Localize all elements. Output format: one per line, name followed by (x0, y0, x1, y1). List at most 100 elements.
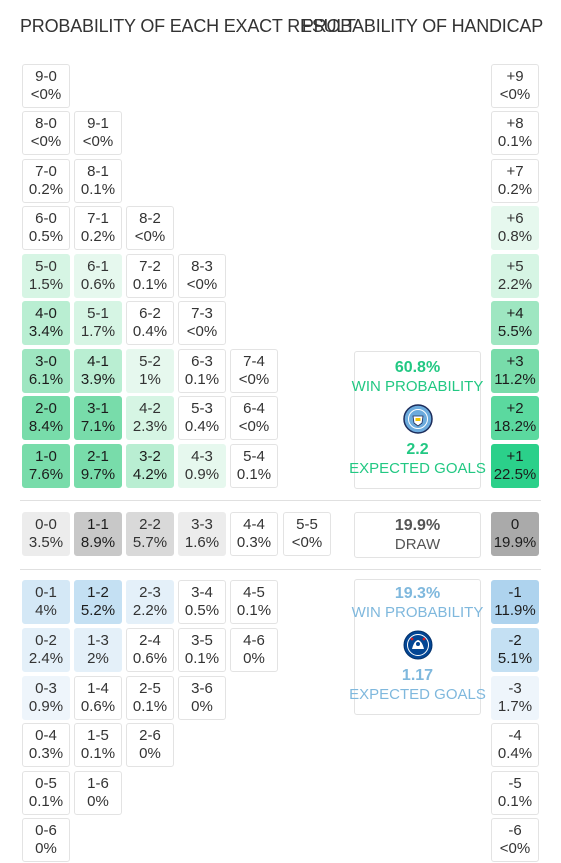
cell-probability: 0.5% (184, 602, 220, 619)
score-cell-2-2: 2-2 5.7% (126, 512, 174, 556)
cell-probability: 0.1% (80, 181, 116, 198)
away-expected-goals: 1.17 (401, 667, 434, 684)
cell-probability: 0.1% (497, 133, 533, 150)
cell-probability: <0% (499, 840, 531, 857)
cell-label: 7-4 (243, 353, 265, 370)
cell-probability: 0% (87, 793, 109, 810)
cell-probability: 4.2% (132, 466, 168, 483)
cell-label: +5 (506, 258, 524, 275)
cell-probability: <0% (499, 86, 531, 103)
score-cell-3-2: 3-2 4.2% (126, 444, 174, 488)
cell-label: 8-3 (191, 258, 213, 275)
cell-label: 4-5 (243, 584, 265, 601)
cell-label: 6-0 (35, 210, 57, 227)
score-cell-0-3: 0-3 0.9% (22, 676, 70, 720)
cell-probability: 0.1% (28, 793, 64, 810)
cell-probability: 3.9% (80, 371, 116, 388)
cell-label: 2-6 (139, 727, 161, 744)
cell-probability: 5.1% (497, 650, 533, 667)
score-cell-6-0: 6-0 0.5% (22, 206, 70, 250)
away-expected-goals-label: EXPECTED GOALS (349, 686, 486, 703)
cell-label: 2-4 (139, 632, 161, 649)
score-cell-6-2: 6-2 0.4% (126, 301, 174, 345)
score-cell-8-1: 8-1 0.1% (74, 159, 122, 203)
cell-label: 3-6 (191, 680, 213, 697)
cell-label: 4-0 (35, 305, 57, 322)
score-cell-5-4: 5-4 0.1% (230, 444, 278, 488)
cell-label: 0-0 (35, 516, 57, 533)
cell-probability: 0.9% (184, 466, 220, 483)
handicap-header: PROBABILITY OF HANDICAP (301, 16, 543, 36)
score-cell-4-5: 4-5 0.1% (230, 580, 278, 624)
handicap-cell-+3: +3 11.2% (491, 349, 539, 393)
cell-probability: 0.1% (184, 650, 220, 667)
score-cell-5-2: 5-2 1% (126, 349, 174, 393)
cell-label: +9 (506, 68, 524, 85)
cell-probability: 0.1% (132, 276, 168, 293)
cell-label: 5-4 (243, 448, 265, 465)
score-cell-0-2: 0-2 2.4% (22, 628, 70, 672)
cell-label: 0-3 (35, 680, 57, 697)
away-win-percentage: 19.3% (394, 585, 441, 602)
cell-probability: 8.4% (28, 418, 64, 435)
cell-label: 4-3 (191, 448, 213, 465)
away-summary-box: 19.3% WIN PROBABILITY 1.17 EXPECTED GOAL… (349, 579, 486, 715)
score-cell-2-0: 2-0 8.4% (22, 396, 70, 440)
cell-probability: 1.6% (184, 534, 220, 551)
score-cell-1-5: 1-5 0.1% (74, 723, 122, 767)
score-cell-9-0: 9-0 <0% (22, 64, 70, 108)
cell-probability: <0% (186, 323, 218, 340)
cell-probability: <0% (238, 371, 270, 388)
cell-label: 6-4 (243, 400, 265, 417)
manchester-city-crest-icon (402, 404, 433, 434)
score-cell-5-1: 5-1 1.7% (74, 301, 122, 345)
score-cell-6-4: 6-4 <0% (230, 396, 278, 440)
score-cell-8-2: 8-2 <0% (126, 206, 174, 250)
cell-probability: 0.2% (497, 181, 533, 198)
cell-label: 4-4 (243, 516, 265, 533)
cell-label: 4-6 (243, 632, 265, 649)
cell-label: 1-2 (87, 584, 109, 601)
score-cell-7-1: 7-1 0.2% (74, 206, 122, 250)
draw-summary-box: 19.9% DRAW (354, 512, 481, 558)
cell-probability: 3.5% (28, 534, 64, 551)
cell-probability: 1.7% (497, 698, 533, 715)
score-cell-1-6: 1-6 0% (74, 771, 122, 815)
cell-probability: 3.4% (28, 323, 64, 340)
cell-probability: 1% (139, 371, 161, 388)
cell-probability: 0.2% (28, 181, 64, 198)
cell-label: 5-5 (296, 516, 318, 533)
cell-label: 3-2 (139, 448, 161, 465)
cell-probability: <0% (82, 133, 114, 150)
cell-label: +4 (506, 305, 524, 322)
cell-label: 2-1 (87, 448, 109, 465)
cell-label: 3-0 (35, 353, 57, 370)
cell-label: 9-0 (35, 68, 57, 85)
handicap-cell-+5: +5 2.2% (491, 254, 539, 298)
cell-label: 8-1 (87, 163, 109, 180)
cell-probability: 0.1% (236, 602, 272, 619)
cell-label: -4 (508, 727, 522, 744)
cell-label: 4-2 (139, 400, 161, 417)
score-cell-1-0: 1-0 7.6% (22, 444, 70, 488)
home-win-percentage: 60.8% (394, 359, 441, 376)
divider-home-draw (20, 500, 541, 501)
cell-label: 7-3 (191, 305, 213, 322)
score-cell-1-3: 1-3 2% (74, 628, 122, 672)
cell-label: +1 (506, 448, 524, 465)
cell-label: 3-4 (191, 584, 213, 601)
cell-probability: 2.2% (132, 602, 168, 619)
cell-probability: 0.1% (80, 745, 116, 762)
score-cell-2-6: 2-6 0% (126, 723, 174, 767)
home-expected-goals: 2.2 (406, 441, 429, 458)
cell-probability: 0.1% (184, 371, 220, 388)
score-cell-8-3: 8-3 <0% (178, 254, 226, 298)
score-cell-1-4: 1-4 0.6% (74, 676, 122, 720)
cell-probability: 0% (191, 698, 213, 715)
score-cell-4-6: 4-6 0% (230, 628, 278, 672)
cell-probability: 0.5% (28, 228, 64, 245)
handicap-cell-+9: +9 <0% (491, 64, 539, 108)
cell-label: 3-1 (87, 400, 109, 417)
cell-probability: 19.9% (493, 534, 537, 551)
cell-probability: 7.6% (28, 466, 64, 483)
